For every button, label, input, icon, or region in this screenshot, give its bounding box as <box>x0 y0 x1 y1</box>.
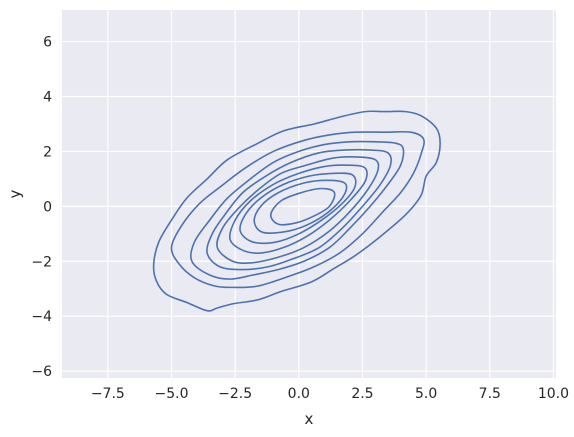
y-tick-label: 4 <box>43 90 52 106</box>
x-tick-label: 5.0 <box>415 386 437 402</box>
x-tick-label: 7.5 <box>479 386 501 402</box>
contour-line-level-1 <box>152 110 441 312</box>
y-axis-label: y <box>6 189 24 198</box>
contour-line-level-8 <box>253 179 348 234</box>
x-tick-label: −5.0 <box>154 386 188 402</box>
contour-line-level-9 <box>269 187 336 226</box>
y-tick-label: −2 <box>31 254 52 270</box>
y-tick-label: 6 <box>43 35 52 51</box>
y-tick-label: 2 <box>43 144 52 160</box>
x-tick-labels: −7.5 −5.0 −2.5 0.0 2.5 5.0 7.5 10.0 <box>91 386 569 402</box>
contour-line-level-5 <box>216 156 380 264</box>
y-tick-label: 0 <box>43 199 52 215</box>
contour-line-level-6 <box>228 164 368 254</box>
contour-layer <box>152 110 441 312</box>
x-tick-label: 2.5 <box>351 386 373 402</box>
y-tick-label: −6 <box>31 364 52 380</box>
x-tick-label: −7.5 <box>91 386 125 402</box>
x-axis-label: x <box>305 410 314 428</box>
contour-line-level-3 <box>189 140 405 280</box>
grid-layer <box>62 10 556 378</box>
contour-line-level-7 <box>239 172 357 245</box>
x-tick-label: 0.0 <box>288 386 310 402</box>
y-tick-label: −4 <box>31 309 52 325</box>
y-tick-labels: −6 −4 −2 0 2 4 6 <box>31 35 52 381</box>
contour-line-level-4 <box>206 148 392 271</box>
x-tick-label: 10.0 <box>538 386 569 402</box>
contour-line-level-2 <box>170 130 425 289</box>
plot-background <box>62 10 556 378</box>
x-tick-label: −2.5 <box>218 386 252 402</box>
